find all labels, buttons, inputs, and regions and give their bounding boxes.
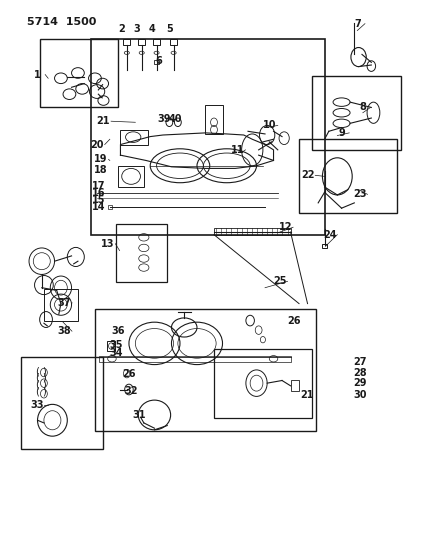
Bar xyxy=(95,309,316,431)
Text: 21: 21 xyxy=(97,116,110,126)
Bar xyxy=(154,60,159,64)
Text: 3: 3 xyxy=(133,24,140,34)
Text: 10: 10 xyxy=(263,120,277,131)
Text: 37: 37 xyxy=(58,297,71,308)
Bar xyxy=(291,381,299,391)
Text: 31: 31 xyxy=(133,410,146,420)
Text: 29: 29 xyxy=(353,378,367,388)
Text: (: ( xyxy=(36,373,39,383)
Text: 32: 32 xyxy=(124,386,138,396)
Bar xyxy=(40,38,118,108)
Text: (: ( xyxy=(36,367,39,376)
Bar xyxy=(91,38,324,235)
Bar xyxy=(299,139,397,214)
Text: 2: 2 xyxy=(119,24,125,34)
Text: 36: 36 xyxy=(112,326,125,336)
Text: 28: 28 xyxy=(353,368,367,377)
Text: 7: 7 xyxy=(354,19,361,29)
Text: (: ( xyxy=(36,386,39,396)
Text: 24: 24 xyxy=(323,230,336,240)
Bar xyxy=(214,349,312,418)
Text: 39: 39 xyxy=(157,114,171,124)
Text: 13: 13 xyxy=(101,239,114,249)
Text: 9: 9 xyxy=(338,128,345,138)
Text: 30: 30 xyxy=(353,390,367,400)
Bar xyxy=(322,244,327,248)
Bar xyxy=(123,38,130,45)
Text: ): ) xyxy=(42,367,46,376)
Text: 11: 11 xyxy=(231,145,244,155)
Bar xyxy=(118,166,144,187)
Bar xyxy=(108,205,112,209)
Text: 18: 18 xyxy=(94,165,107,175)
Text: 5: 5 xyxy=(166,24,173,34)
Text: 4: 4 xyxy=(149,24,155,34)
Bar xyxy=(312,76,401,150)
Bar xyxy=(214,228,291,235)
Text: 17: 17 xyxy=(92,181,105,191)
Text: 35: 35 xyxy=(110,340,123,350)
Text: ): ) xyxy=(42,386,46,396)
Text: 25: 25 xyxy=(273,276,287,286)
Text: 27: 27 xyxy=(353,357,367,367)
Bar xyxy=(44,289,78,320)
Bar xyxy=(107,341,116,351)
Text: 34: 34 xyxy=(110,349,123,359)
Bar xyxy=(21,357,104,449)
Text: 16: 16 xyxy=(92,188,105,198)
Bar xyxy=(170,38,177,45)
Text: 12: 12 xyxy=(279,222,292,232)
Text: 15: 15 xyxy=(92,195,105,205)
Text: ): ) xyxy=(42,379,46,389)
Text: 38: 38 xyxy=(57,326,71,336)
Text: ): ) xyxy=(42,373,46,383)
Text: 21: 21 xyxy=(300,390,313,400)
Bar xyxy=(116,224,167,282)
Bar xyxy=(153,38,160,45)
Text: 23: 23 xyxy=(353,189,367,199)
Text: 33: 33 xyxy=(30,400,43,410)
Text: 1: 1 xyxy=(34,70,41,79)
Text: 26: 26 xyxy=(122,369,136,378)
Text: 19: 19 xyxy=(94,155,107,164)
Text: 22: 22 xyxy=(301,171,314,180)
Text: 40: 40 xyxy=(168,114,181,124)
Bar xyxy=(99,356,291,362)
Text: (: ( xyxy=(36,379,39,389)
Bar xyxy=(120,130,148,144)
Text: 6: 6 xyxy=(155,56,162,66)
Text: 5714  1500: 5714 1500 xyxy=(27,17,96,27)
Bar xyxy=(138,38,145,45)
Text: 26: 26 xyxy=(287,316,301,326)
Bar xyxy=(205,105,223,134)
Text: 14: 14 xyxy=(92,202,105,212)
Text: 20: 20 xyxy=(90,140,104,150)
Text: 8: 8 xyxy=(360,102,366,112)
